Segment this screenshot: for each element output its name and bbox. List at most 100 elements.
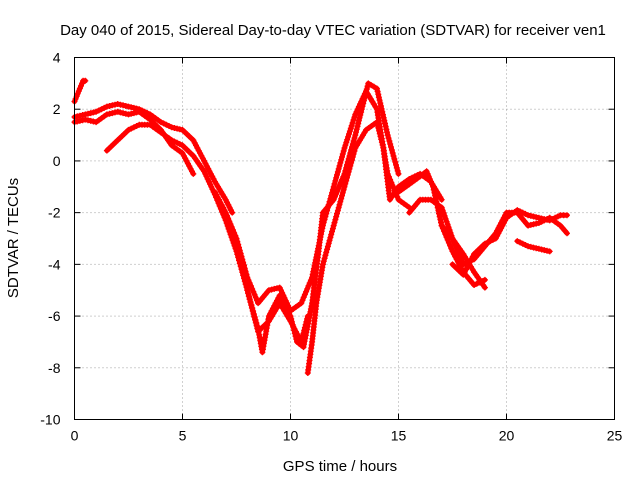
y-tick-label: -10 — [40, 412, 60, 428]
data-point-marker — [250, 311, 257, 318]
data-point-marker — [333, 191, 340, 197]
series-arc-9 — [406, 196, 488, 291]
data-point-marker — [332, 177, 339, 184]
data-point-marker — [233, 235, 240, 242]
data-point-marker — [374, 122, 381, 128]
data-point-marker — [448, 245, 455, 252]
data-point-marker — [93, 108, 100, 115]
series-arc-2 — [71, 101, 236, 216]
data-point-marker — [380, 114, 387, 121]
data-point-marker — [394, 167, 401, 174]
data-point-marker — [117, 101, 124, 108]
data-point-marker — [450, 238, 457, 245]
x-axis-label: GPS time / hours — [283, 458, 397, 475]
data-point-marker — [350, 138, 357, 144]
data-point-marker — [441, 212, 448, 219]
data-point-marker — [301, 291, 308, 298]
data-point-marker — [449, 235, 456, 242]
data-point-marker — [334, 168, 341, 175]
data-point-marker — [239, 256, 246, 263]
data-point-marker — [98, 106, 105, 113]
data-point-marker — [248, 302, 255, 309]
data-point-marker — [242, 268, 249, 275]
y-tick-label: 2 — [53, 101, 61, 117]
data-point-marker — [514, 238, 521, 245]
data-point-marker — [249, 285, 256, 292]
data-point-marker — [125, 126, 132, 133]
data-point-marker — [335, 165, 342, 172]
data-point-marker — [339, 192, 345, 199]
data-point-marker — [360, 100, 367, 107]
data-point-marker — [249, 305, 256, 312]
series-arc-7 — [304, 119, 445, 376]
y-tick-label: 0 — [53, 153, 61, 169]
data-point-marker — [519, 209, 526, 216]
data-point-marker — [471, 282, 478, 288]
data-point-marker — [337, 179, 344, 186]
data-point-marker — [347, 162, 354, 169]
data-point-marker — [245, 290, 252, 297]
data-point-marker — [451, 241, 458, 248]
data-point-marker — [225, 215, 232, 222]
series-trace — [104, 122, 311, 345]
data-point-marker — [394, 193, 401, 200]
data-point-marker — [339, 151, 346, 157]
data-point-marker — [393, 161, 399, 168]
data-point-marker — [235, 241, 242, 248]
series-arc-6 — [244, 80, 402, 356]
data-point-marker — [352, 132, 359, 139]
data-point-marker — [330, 196, 337, 203]
data-point-marker — [335, 185, 342, 192]
data-point-marker — [268, 286, 275, 293]
data-point-marker — [530, 221, 537, 228]
data-point-marker — [359, 103, 366, 110]
data-point-marker — [106, 103, 113, 109]
data-point-marker — [388, 144, 394, 150]
data-point-marker — [250, 288, 257, 295]
data-point-marker — [245, 277, 252, 284]
data-point-marker — [481, 276, 488, 283]
data-point-marker — [455, 249, 462, 256]
data-point-marker — [344, 171, 351, 178]
data-point-marker — [390, 153, 397, 159]
data-point-marker — [384, 129, 390, 136]
data-point-marker — [384, 132, 391, 139]
data-point-marker — [168, 124, 175, 131]
data-point-marker — [337, 159, 344, 166]
data-point-marker — [544, 216, 550, 223]
data-point-marker — [541, 217, 548, 224]
data-point-marker — [473, 280, 480, 287]
data-point-marker — [444, 236, 451, 243]
plot-frame — [74, 57, 615, 420]
data-point-marker — [340, 186, 347, 193]
data-point-marker — [330, 222, 337, 229]
data-point-marker — [538, 218, 545, 225]
data-point-marker — [347, 125, 354, 132]
data-point-marker — [251, 291, 258, 298]
data-point-marker — [535, 245, 542, 252]
data-point-marker — [306, 280, 313, 286]
data-point-marker — [348, 159, 355, 166]
data-point-marker — [334, 207, 341, 214]
data-point-marker — [292, 333, 299, 340]
data-point-marker — [226, 218, 233, 225]
y-tick-label: -2 — [48, 205, 61, 221]
data-point-marker — [176, 141, 183, 148]
data-point-marker — [76, 112, 83, 119]
data-point-marker — [304, 285, 311, 292]
data-point-marker — [246, 296, 253, 303]
data-point-marker — [82, 77, 89, 84]
data-point-marker — [438, 196, 445, 203]
data-point-marker — [378, 136, 385, 143]
data-point-marker — [522, 242, 529, 248]
data-point-marker — [232, 232, 239, 239]
data-point-marker — [348, 122, 355, 129]
data-point-marker — [445, 224, 452, 231]
y-tick-label: -6 — [48, 308, 61, 324]
data-point-marker — [130, 124, 137, 131]
data-point-marker — [349, 156, 355, 163]
data-series — [71, 77, 570, 376]
data-point-marker — [241, 262, 247, 269]
data-point-marker — [334, 210, 340, 217]
data-point-marker — [246, 280, 253, 286]
